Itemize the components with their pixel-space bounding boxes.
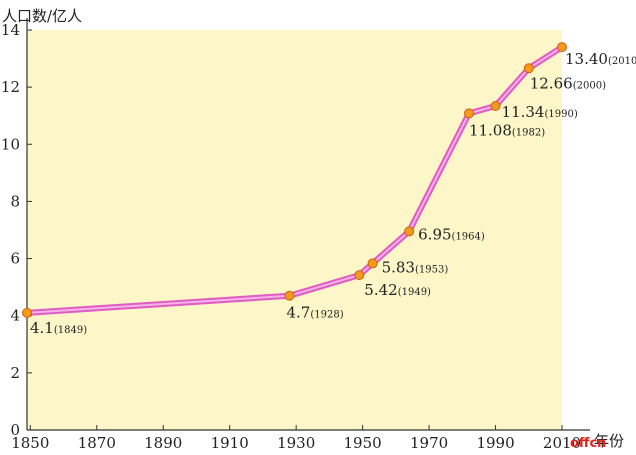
watermark-logo: offcn	[570, 436, 606, 451]
data-point-1982	[463, 108, 474, 119]
data-label-value: 11.08	[469, 121, 512, 139]
data-label-value: 4.1	[30, 319, 54, 337]
data-label-year: (1964)	[452, 231, 485, 242]
x-tick-label: 1850	[11, 434, 49, 452]
data-label-1990: 11.34(1990)	[502, 103, 578, 121]
x-tick-label: 1930	[277, 434, 315, 452]
data-label-year: (1949)	[398, 287, 431, 298]
x-tick-label: 1950	[344, 434, 382, 452]
data-label-1849: 4.1(1849)	[30, 319, 87, 337]
data-label-value: 12.66	[530, 74, 573, 92]
data-label-year: (1928)	[310, 310, 343, 321]
data-label-year: (1982)	[512, 127, 545, 138]
data-label-year: (1990)	[544, 109, 577, 120]
data-label-2010: 13.40(2010)	[565, 50, 636, 68]
data-label-value: 4.7	[287, 304, 311, 322]
data-point-1949	[354, 270, 365, 281]
y-tick-label: 6	[10, 250, 20, 268]
x-tick-label: 1990	[476, 434, 514, 452]
y-tick-label: 8	[10, 192, 20, 210]
data-label-1949: 5.42(1949)	[364, 281, 431, 299]
data-label-year: (1849)	[54, 325, 87, 336]
y-tick-label: 12	[1, 78, 20, 96]
data-label-year: (2000)	[573, 80, 606, 91]
data-labels: 4.1(1849) 4.7(1928) 5.42(1949) 5.83(1953) 6.…	[30, 50, 636, 337]
x-tick-labels: 1850 1870 1890 1910 1930 1950 1970 1990 2010	[11, 425, 581, 452]
data-label-year: (2010)	[608, 56, 636, 67]
data-label-1964: 6.95(1964)	[418, 225, 485, 243]
data-label-1982: 11.08(1982)	[469, 121, 545, 139]
y-tick-label: 10	[1, 135, 20, 153]
data-label-value: 5.42	[364, 281, 397, 299]
x-tick-label: 1870	[78, 434, 116, 452]
y-tick-labels: 0 2 4 6 8 10 12 14	[1, 21, 32, 439]
data-point-1953	[367, 258, 378, 269]
data-point-2010	[557, 42, 567, 53]
data-point-1990	[490, 101, 501, 111]
data-label-value: 6.95	[418, 225, 451, 243]
data-point-1928	[284, 290, 295, 301]
data-point-1964	[404, 226, 415, 237]
data-label-1953: 5.83(1953)	[382, 258, 449, 276]
x-axis-title: 年份	[594, 432, 624, 450]
data-label-value: 11.34	[502, 103, 545, 121]
data-label-value: 5.83	[382, 258, 415, 276]
y-tick-label: 4	[10, 307, 20, 325]
plot-background	[27, 30, 562, 430]
data-label-year: (1953)	[415, 264, 448, 275]
x-tick-label: 1890	[144, 434, 182, 452]
data-markers	[22, 42, 567, 318]
data-label-2000: 12.66(2000)	[530, 74, 606, 92]
x-tick-label: 1910	[211, 434, 249, 452]
data-point-2000	[523, 63, 534, 74]
y-tick-label: 2	[10, 364, 20, 382]
y-tick-label: 14	[1, 21, 20, 39]
x-tick-label: 2010	[543, 434, 581, 452]
data-label-1928: 4.7(1928)	[287, 304, 344, 322]
data-label-value: 13.40	[565, 50, 608, 68]
y-tick-label: 0	[10, 421, 20, 439]
y-axis-title: 人口数/亿人	[2, 7, 82, 25]
data-point-1849	[22, 307, 32, 318]
x-tick-label: 1970	[410, 434, 448, 452]
